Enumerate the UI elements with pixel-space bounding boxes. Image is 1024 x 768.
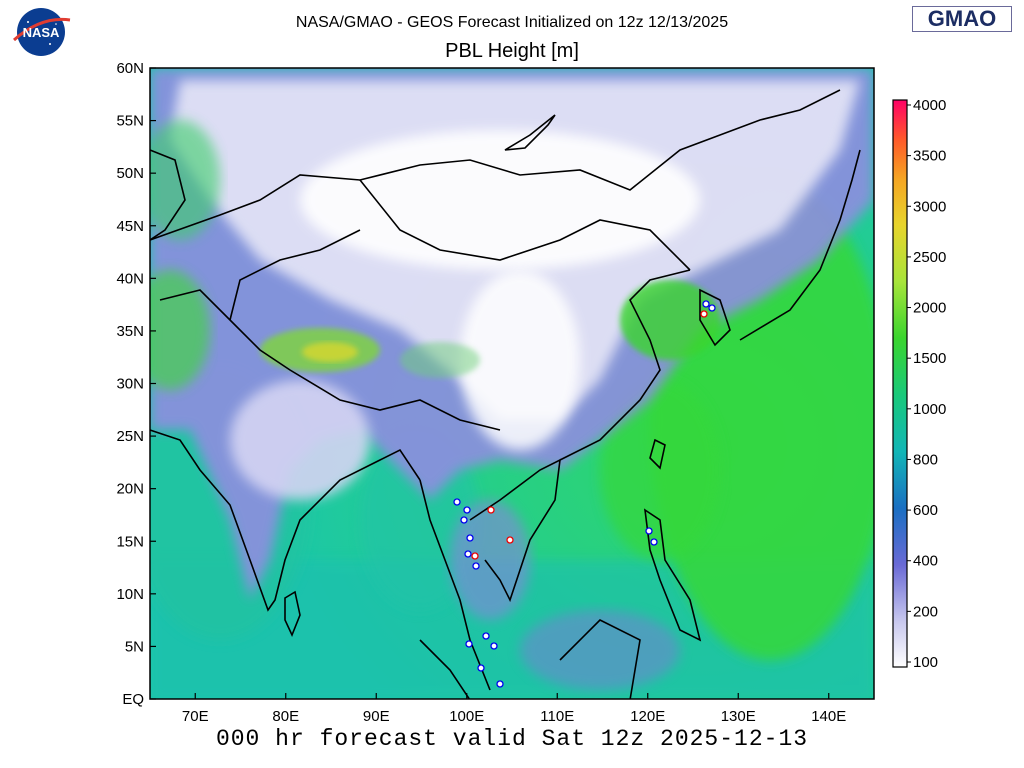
lon-tick-label: 140E — [811, 708, 846, 725]
nasa-meatball-icon: NASA — [13, 8, 71, 56]
variable-title: PBL Height [m] — [445, 40, 579, 62]
lat-tick-label: 40N — [116, 270, 144, 287]
lat-tick-label: 50N — [116, 165, 144, 182]
lon-tick-label: 80E — [272, 708, 299, 725]
colorbar-tick-label: 3000 — [913, 198, 946, 215]
colorbar-tick-label: 100 — [913, 654, 938, 671]
valid-time-caption: 000 hr forecast valid Sat 12z 2025-12-13 — [215, 726, 809, 752]
lon-tick-label: 130E — [721, 708, 756, 725]
lon-tick-label: 120E — [630, 708, 665, 725]
colorbar-tick-label: 2500 — [913, 249, 946, 266]
lat-tick-label: EQ — [122, 691, 144, 708]
lat-tick-label: 10N — [116, 586, 144, 603]
lon-tick-label: 70E — [182, 708, 209, 725]
colorbar-tick-label: 4000 — [913, 97, 946, 114]
colorbar-tick-label: 3500 — [913, 148, 946, 165]
gmao-wordmark: GMAO — [912, 6, 1012, 32]
colorbar-tick-label: 200 — [913, 603, 938, 620]
lat-tick-label: 35N — [116, 323, 144, 340]
lon-tick-label: 90E — [363, 708, 390, 725]
station-markers — [453, 300, 716, 688]
lon-tick-label: 110E — [540, 708, 574, 725]
svg-text:NASA: NASA — [23, 25, 60, 40]
latitude-axis: 60N 55N 50N 45N 40N 35N 30N 25N 20N 15N 10N 5N EQ — [116, 60, 156, 708]
colorbar-tick-label: 800 — [913, 451, 938, 468]
coastlines — [150, 89, 861, 699]
lat-tick-label: 5N — [125, 638, 144, 655]
lat-tick-label: 15N — [116, 533, 144, 550]
colorbar — [892, 99, 908, 668]
lat-tick-label: 55N — [116, 113, 144, 130]
pbl-height-field — [150, 68, 874, 699]
forecast-title: NASA/GMAO - GEOS Forecast Initialized on… — [295, 14, 729, 31]
colorbar-tick-label: 600 — [913, 502, 938, 519]
colorbar-tick-label: 1500 — [913, 350, 946, 367]
lat-tick-label: 25N — [116, 428, 144, 445]
colorbar-tick-label: 1000 — [913, 401, 946, 418]
lon-tick-label: 100E — [449, 708, 484, 725]
colorbar-tick-label: 2000 — [913, 300, 946, 317]
longitude-axis: 70E 80E 90E 100E 110E 120E 130E 140E — [182, 693, 846, 725]
lat-tick-label: 20N — [116, 481, 144, 498]
lat-tick-label: 45N — [116, 218, 144, 235]
lat-tick-label: 60N — [116, 60, 144, 77]
colorbar-labels: 4000 3500 3000 2500 2000 1500 1000 800 600 400 200… — [907, 97, 946, 671]
colorbar-tick-label: 400 — [913, 553, 938, 570]
lat-tick-label: 30N — [116, 376, 144, 393]
